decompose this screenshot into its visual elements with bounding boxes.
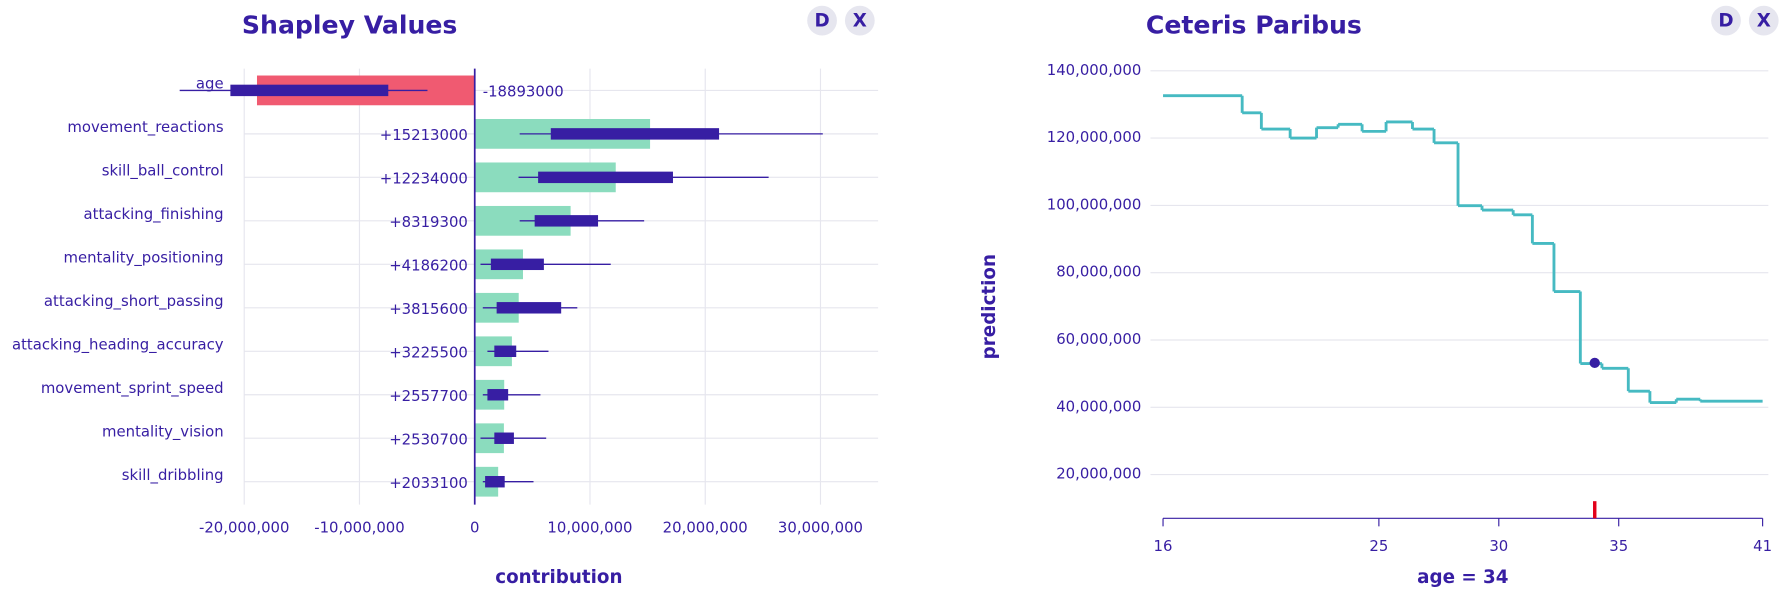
- box: [534, 215, 599, 227]
- y-tick-label: age: [196, 75, 224, 93]
- button-label[interactable]: D: [1718, 11, 1733, 32]
- button-label[interactable]: X: [1757, 11, 1771, 32]
- observation-point: [1589, 357, 1600, 369]
- value-label: +2530700: [389, 431, 468, 449]
- y-axis-title: prediction: [979, 254, 1000, 359]
- y-tick-label: 60,000,000: [1056, 330, 1141, 348]
- y-tick-label: mentality_positioning: [64, 249, 224, 267]
- x-tick-label: 30,000,000: [778, 519, 863, 537]
- x-tick-label: 0: [470, 519, 479, 537]
- y-tick-label: 140,000,000: [1047, 61, 1142, 79]
- observation-marker: [1593, 501, 1597, 519]
- box: [550, 128, 720, 140]
- button[interactable]: [807, 5, 837, 36]
- y-tick-label: attacking_heading_accuracy: [12, 336, 224, 354]
- box: [496, 302, 562, 314]
- y-tick-label: attacking_short_passing: [44, 292, 224, 310]
- x-tick-label: 35: [1609, 537, 1628, 555]
- button[interactable]: [844, 5, 875, 36]
- x-tick-label: 41: [1753, 537, 1772, 555]
- y-tick-label: skill_dribbling: [122, 466, 224, 484]
- chart-title: Ceteris Paribus: [1146, 10, 1362, 39]
- value-label: -18893000: [483, 83, 564, 101]
- box: [494, 345, 517, 357]
- value-label: +4186200: [389, 257, 468, 275]
- value-label: +3815600: [389, 300, 468, 318]
- value-label: +15213000: [380, 126, 468, 144]
- y-tick-label: 80,000,000: [1056, 263, 1141, 281]
- y-tick-label: movement_sprint_speed: [41, 379, 224, 397]
- button[interactable]: [1748, 5, 1779, 36]
- chart-title: Shapley Values: [242, 10, 458, 39]
- value-label: +3225500: [389, 344, 468, 362]
- button-label[interactable]: D: [814, 11, 829, 32]
- box: [487, 389, 509, 401]
- x-tick-label: 10,000,000: [547, 519, 632, 537]
- value-label: +12234000: [380, 170, 468, 188]
- y-tick-label: 120,000,000: [1047, 128, 1142, 146]
- box: [494, 432, 514, 444]
- x-tick-label: 20,000,000: [663, 519, 748, 537]
- y-tick-label: mentality_vision: [102, 423, 224, 441]
- value-label: +2557700: [389, 387, 468, 405]
- y-tick-label: 100,000,000: [1047, 195, 1142, 213]
- value-label: +2033100: [389, 474, 468, 492]
- x-tick-label: -20,000,000: [199, 519, 289, 537]
- x-tick-label: 25: [1369, 537, 1388, 555]
- box: [490, 258, 544, 271]
- box: [538, 171, 673, 184]
- x-tick-label: 30: [1489, 537, 1508, 555]
- y-tick-label: 40,000,000: [1056, 397, 1141, 415]
- value-label: +8319300: [389, 213, 468, 231]
- y-tick-label: skill_ball_control: [102, 162, 224, 180]
- x-axis-title: age = 34: [1417, 567, 1508, 588]
- box: [230, 84, 389, 97]
- y-tick-label: movement_reactions: [67, 118, 223, 136]
- x-tick-label: -10,000,000: [314, 519, 404, 537]
- box: [485, 476, 505, 488]
- y-tick-label: 20,000,000: [1056, 465, 1141, 483]
- button[interactable]: [1711, 5, 1741, 36]
- button-label[interactable]: X: [853, 11, 867, 32]
- x-tick-label: 16: [1154, 537, 1173, 555]
- x-axis-title: contribution: [495, 567, 622, 588]
- step-connector: [1240, 95, 1702, 403]
- y-tick-label: attacking_finishing: [84, 205, 224, 223]
